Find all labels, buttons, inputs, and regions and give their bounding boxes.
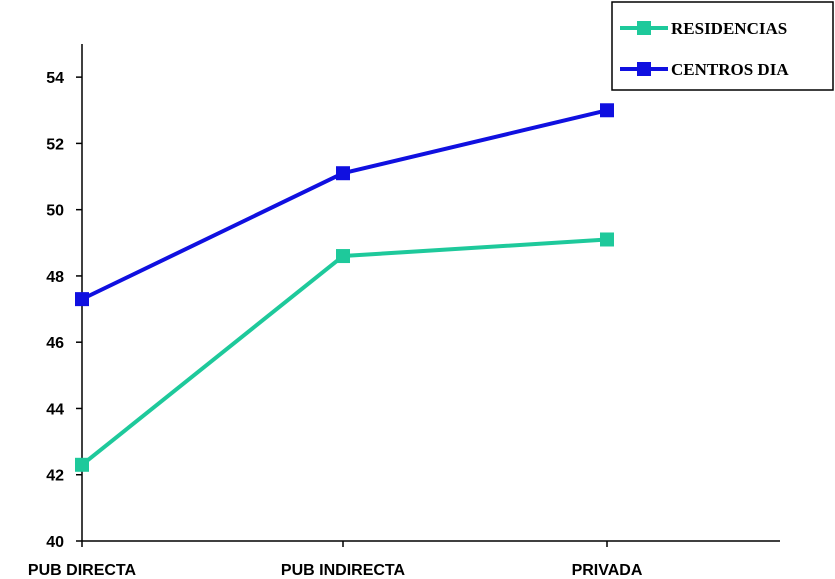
y-tick-label: 42 [46,468,64,485]
data-point-residencias [336,249,350,263]
legend-label-centros-dia: CENTROS DIA [671,60,789,79]
y-tick-label: 50 [46,203,64,220]
legend-swatch-marker-residencias [637,21,651,35]
data-point-centros-dia [600,103,614,117]
y-tick-label: 46 [46,335,64,352]
x-tick-label: PRIVADA [572,562,643,579]
legend: RESIDENCIAS CENTROS DIA [612,2,833,90]
y-tick-label: 48 [46,269,64,286]
data-point-centros-dia [336,166,350,180]
y-tick-label: 40 [46,534,64,551]
x-tick-label: PUB DIRECTA [28,562,137,579]
series-line-residencias [82,239,607,464]
x-tick-label: PUB INDIRECTA [281,562,406,579]
x-axis: PUB DIRECTA PUB INDIRECTA PRIVADA [28,541,780,579]
legend-swatch-marker-centros-dia [637,62,651,76]
series-layer [75,103,614,472]
legend-label-residencias: RESIDENCIAS [671,19,787,38]
y-tick-label: 52 [46,136,64,153]
y-tick-label: 44 [46,401,64,418]
data-point-residencias [75,458,89,472]
data-point-residencias [600,232,614,246]
series-line-centros-dia [82,110,607,299]
data-point-centros-dia [75,292,89,306]
y-tick-label: 54 [46,70,64,87]
